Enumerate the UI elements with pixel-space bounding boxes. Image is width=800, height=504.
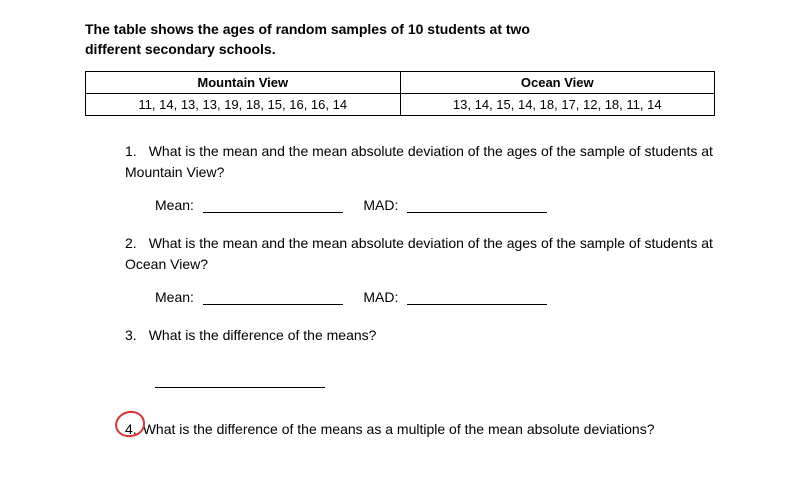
- q1-body: What is the mean and the mean absolute d…: [125, 143, 713, 180]
- q1-mean-blank[interactable]: [203, 199, 343, 213]
- question-3-text: 3. What is the difference of the means?: [125, 325, 715, 346]
- question-4: 4. What is the difference of the means as…: [125, 419, 715, 440]
- q3-blank[interactable]: [155, 374, 325, 388]
- q4-number: 4.: [125, 419, 137, 440]
- intro-line2: different secondary schools.: [85, 41, 276, 57]
- q1-number: 1.: [125, 141, 137, 162]
- q1-mean-label: Mean:: [155, 197, 194, 213]
- q3-number: 3.: [125, 325, 137, 346]
- q2-mad-blank[interactable]: [407, 291, 547, 305]
- question-2: 2.What is the mean and the mean absolute…: [125, 233, 715, 305]
- question-1: 1.What is the mean and the mean absolute…: [125, 141, 715, 213]
- q2-answer-row: Mean: MAD:: [155, 289, 715, 305]
- q1-mad-blank[interactable]: [407, 199, 547, 213]
- table-data-mountain: 11, 14, 13, 13, 19, 18, 15, 16, 16, 14: [86, 94, 401, 116]
- q1-answer-row: Mean: MAD:: [155, 197, 715, 213]
- q2-number: 2.: [125, 233, 137, 254]
- q2-mean-label: Mean:: [155, 289, 194, 305]
- ages-table: Mountain View Ocean View 11, 14, 13, 13,…: [85, 71, 715, 116]
- intro-paragraph: The table shows the ages of random sampl…: [85, 20, 715, 59]
- q3-body: What is the difference of the means?: [149, 327, 377, 343]
- q4-body: What is the difference of the means as a…: [143, 421, 655, 437]
- q1-mad-label: MAD:: [363, 197, 398, 213]
- q2-mad-label: MAD:: [363, 289, 398, 305]
- table-data-ocean: 13, 14, 15, 14, 18, 17, 12, 18, 11, 14: [400, 94, 715, 116]
- question-1-text: 1.What is the mean and the mean absolute…: [125, 141, 715, 183]
- table-header-mountain: Mountain View: [86, 72, 401, 94]
- intro-line1: The table shows the ages of random sampl…: [85, 21, 530, 37]
- table-header-ocean: Ocean View: [400, 72, 715, 94]
- question-3: 3. What is the difference of the means?: [125, 325, 715, 391]
- q2-body: What is the mean and the mean absolute d…: [125, 235, 713, 272]
- question-2-text: 2.What is the mean and the mean absolute…: [125, 233, 715, 275]
- question-4-text: 4. What is the difference of the means as…: [125, 419, 715, 440]
- q2-mean-blank[interactable]: [203, 291, 343, 305]
